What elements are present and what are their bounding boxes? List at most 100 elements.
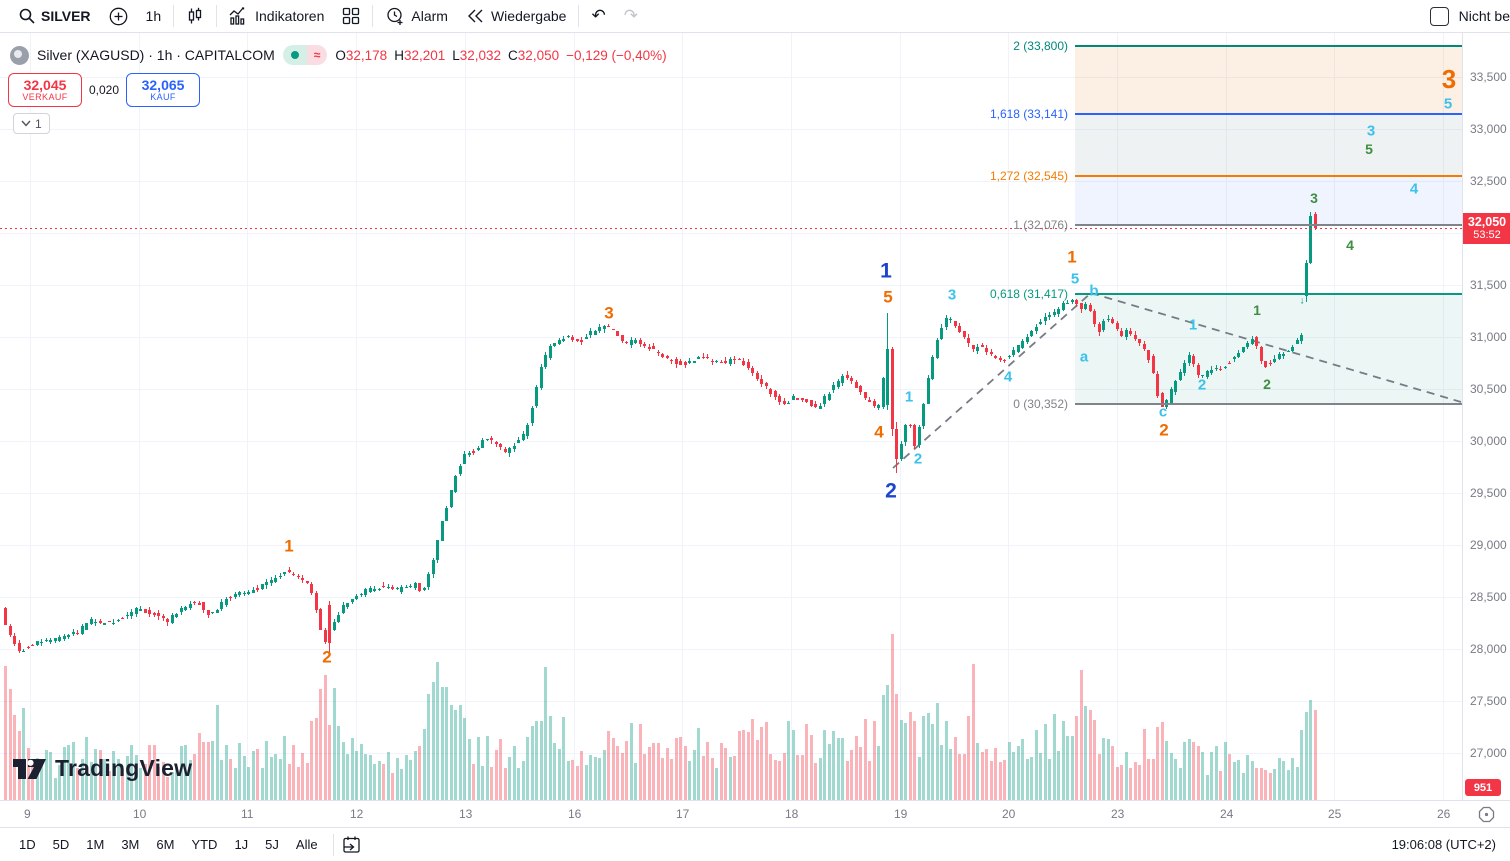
trendlines-layer[interactable]: [0, 33, 1462, 800]
candle-body: [247, 592, 250, 595]
notice-checkbox-row[interactable]: Nicht be: [1421, 2, 1510, 30]
wave-label-cyan[interactable]: 2: [1197, 376, 1207, 394]
wave-label-cyan[interactable]: 1: [904, 388, 914, 406]
wave-label-green[interactable]: 5: [1365, 141, 1373, 157]
volume-bar: [917, 756, 921, 800]
fib-line[interactable]: [1075, 113, 1462, 116]
range-button-1j[interactable]: 1J: [234, 837, 249, 852]
interval-button[interactable]: 1h: [137, 2, 171, 30]
wave-label-blue[interactable]: 1: [880, 259, 892, 283]
wave-label-orange[interactable]: 2: [322, 647, 332, 667]
indicators-button[interactable]: Indikatoren: [220, 2, 333, 30]
axis-settings-icon[interactable]: [1478, 806, 1495, 823]
fib-line[interactable]: [1075, 44, 1462, 47]
fib-label[interactable]: 0,618 (31,417): [989, 286, 1068, 301]
compare-add-button[interactable]: [100, 2, 137, 30]
symbol-search-button[interactable]: SILVER: [10, 2, 100, 30]
candle-body: [899, 443, 903, 459]
goto-date-icon[interactable]: [342, 835, 361, 854]
candle-body: [391, 587, 394, 589]
candle-body: [742, 360, 745, 366]
redo-button[interactable]: ↷: [615, 2, 647, 30]
sell-button[interactable]: 32,045 VERKAUF: [8, 73, 82, 107]
wave-label-green[interactable]: 3: [1310, 190, 1318, 206]
wave-label-green[interactable]: 4: [1346, 237, 1354, 253]
volume-bar: [539, 720, 543, 800]
wave-label-orange[interactable]: 1: [1067, 247, 1077, 267]
range-button-alle[interactable]: Alle: [295, 837, 318, 852]
replay-button[interactable]: Wiedergabe: [457, 2, 576, 30]
volume-bar: [1043, 723, 1047, 800]
wave-label-cyan[interactable]: 4: [1409, 180, 1419, 198]
wave-label-cyan[interactable]: 3: [1366, 122, 1376, 140]
wave-label-cyan[interactable]: 3: [947, 286, 957, 304]
legend-title[interactable]: Silver (XAGUSD) · 1h · CAPITALCOM: [37, 47, 275, 63]
time-axis[interactable]: 9 10 11 12 13 16 17 18 19 20 23 24 25 26: [0, 800, 1510, 827]
fib-label[interactable]: 1,618 (33,141): [989, 107, 1068, 122]
wave-label-cyan[interactable]: 1: [1188, 316, 1198, 334]
volume-bar: [1295, 766, 1299, 800]
wave-label-green[interactable]: 2: [1263, 376, 1271, 392]
wave-label-cyan[interactable]: 5: [1443, 95, 1453, 113]
fib-label[interactable]: 1,272 (32,545): [989, 169, 1068, 184]
candle-body: [238, 592, 241, 595]
wave-label-blue[interactable]: 2: [885, 479, 897, 503]
fib-line[interactable]: [1075, 175, 1462, 178]
layout-templates-button[interactable]: [333, 2, 369, 30]
wave-label-cyan[interactable]: b: [1089, 282, 1099, 300]
notice-checkbox[interactable]: [1429, 6, 1449, 26]
market-status-pill[interactable]: ≈: [282, 45, 328, 65]
fib-line[interactable]: [1075, 292, 1462, 295]
fib-line[interactable]: [1075, 224, 1462, 227]
range-button-5j[interactable]: 5J: [265, 837, 279, 852]
wave-label-cyan[interactable]: 5: [1070, 270, 1080, 288]
fib-label[interactable]: 2 (33,800): [1013, 38, 1068, 53]
range-button-ytd[interactable]: YTD: [191, 837, 218, 852]
wave-label-orange[interactable]: 3: [1441, 64, 1457, 94]
trendline[interactable]: [1090, 292, 1462, 403]
wave-label-orange[interactable]: 4: [874, 422, 884, 442]
candle-body: [1052, 312, 1056, 315]
volume-bar: [517, 768, 520, 800]
range-button-5d[interactable]: 5D: [52, 837, 70, 852]
volume-bar: [557, 748, 561, 800]
range-button-1m[interactable]: 1M: [86, 837, 105, 852]
quantity-selector[interactable]: 1: [13, 113, 50, 134]
fib-line[interactable]: [1075, 403, 1462, 406]
candle-body: [481, 439, 484, 448]
candle-body: [940, 327, 943, 340]
volume-bar: [40, 760, 43, 800]
trendline[interactable]: [892, 292, 1092, 469]
wave-label-green[interactable]: 1: [1253, 302, 1261, 318]
undo-button[interactable]: ↶: [582, 2, 614, 30]
alert-button[interactable]: Alarm: [376, 2, 457, 30]
range-button-1d[interactable]: 1D: [19, 837, 36, 852]
wave-label-cyan[interactable]: 4: [1003, 368, 1013, 386]
wave-label-cyan[interactable]: a: [1079, 348, 1089, 366]
clock[interactable]: 19:06:08 (UTC+2): [1391, 837, 1496, 852]
v-gridline: [247, 33, 248, 800]
ohlc-readout: O32,178 H32,201 L32,032 C32,050 −0,129 (…: [335, 47, 667, 63]
fib-label[interactable]: 1 (32,076): [1013, 218, 1068, 233]
wave-label-orange[interactable]: 2: [1159, 420, 1169, 440]
range-button-3m[interactable]: 3M: [121, 837, 140, 852]
signal-arrow-icon: ↓: [1299, 295, 1305, 307]
wave-label-cyan[interactable]: 2: [913, 450, 923, 468]
wave-label-orange[interactable]: 5: [883, 287, 893, 307]
wave-label-orange[interactable]: 3: [604, 303, 614, 323]
buy-button[interactable]: 32,065 KAUF: [126, 73, 201, 107]
range-button-6m[interactable]: 6M: [156, 837, 175, 852]
candle-body: [719, 361, 723, 363]
candle-body: [593, 330, 597, 336]
chart-plot[interactable]: Silver (XAGUSD) · 1h · CAPITALCOM ≈ O32,…: [0, 33, 1462, 800]
price-axis[interactable]: 32,050 53:52 951 33,500 33,000 32,500 31,50…: [1462, 33, 1510, 800]
v-gridline: [139, 33, 140, 800]
volume-bar: [350, 737, 354, 800]
price-axis-label: 31,500: [1470, 278, 1507, 292]
chart-style-button[interactable]: [177, 2, 213, 30]
wave-label-orange[interactable]: 1: [284, 536, 294, 556]
fib-label[interactable]: 0 (30,352): [1013, 397, 1068, 412]
candle-body: [728, 359, 732, 364]
wave-label-cyan[interactable]: c: [1158, 403, 1168, 421]
volume-bar: [1120, 764, 1123, 800]
